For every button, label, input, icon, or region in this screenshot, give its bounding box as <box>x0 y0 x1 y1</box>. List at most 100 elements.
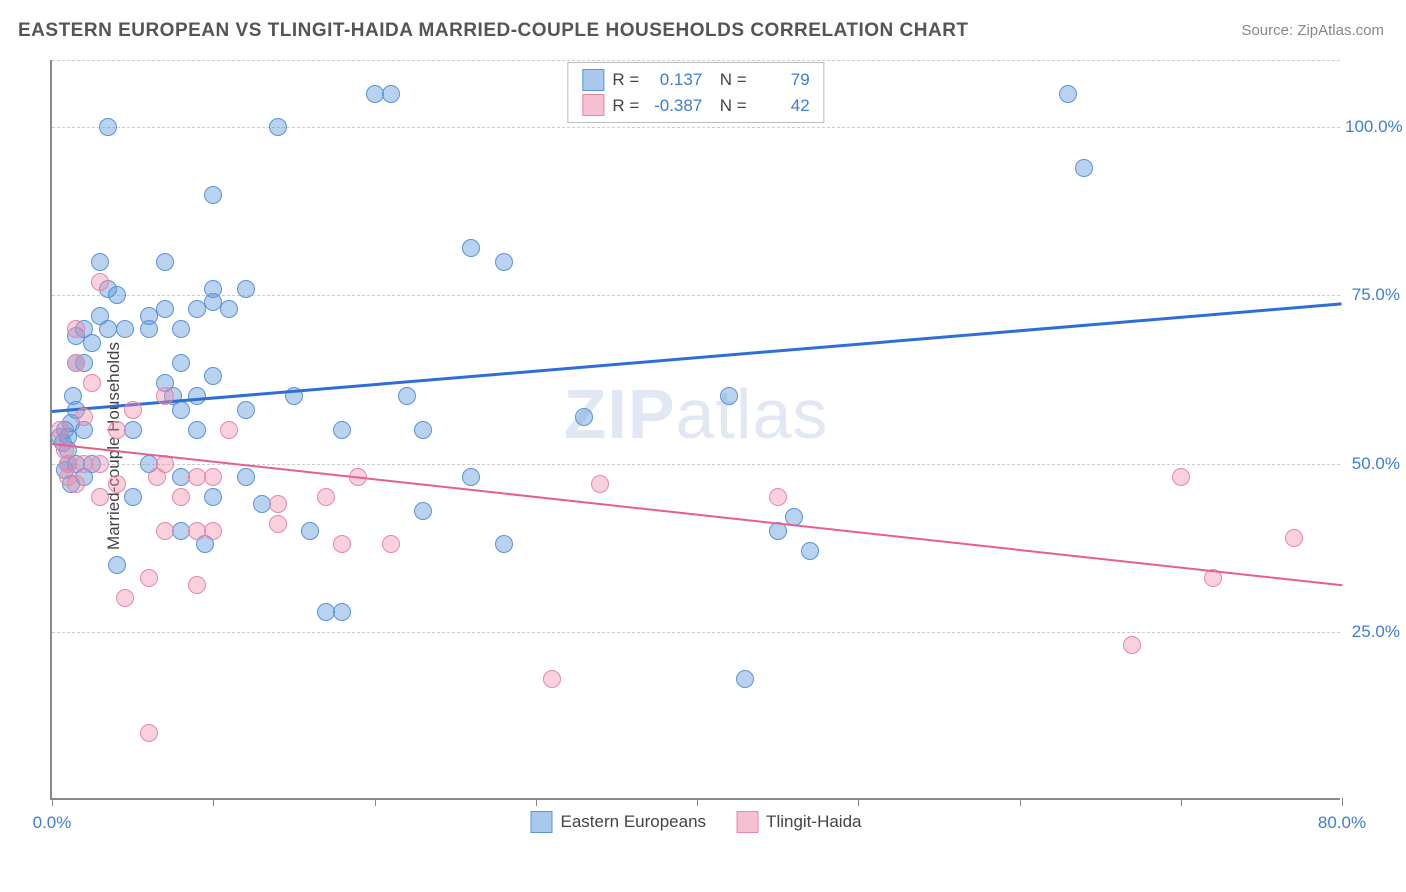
data-point <box>204 488 222 506</box>
x-tick <box>536 798 537 806</box>
data-point <box>204 522 222 540</box>
data-point <box>317 488 335 506</box>
data-point <box>414 421 432 439</box>
data-point <box>108 475 126 493</box>
data-point <box>124 421 142 439</box>
data-point <box>414 502 432 520</box>
trend-line <box>52 302 1342 413</box>
stats-legend-box: R = 0.137 N = 79 R = -0.387 N = 42 <box>567 62 824 123</box>
data-point <box>156 387 174 405</box>
data-point <box>156 300 174 318</box>
trend-line <box>52 443 1342 586</box>
data-point <box>1059 85 1077 103</box>
y-tick-label: 75.0% <box>1345 285 1400 305</box>
data-point <box>99 118 117 136</box>
legend-item-1: Tlingit-Haida <box>736 811 861 833</box>
data-point <box>116 589 134 607</box>
source-attribution: Source: ZipAtlas.com <box>1241 22 1384 39</box>
x-tick <box>697 798 698 806</box>
data-point <box>269 515 287 533</box>
data-point <box>1123 636 1141 654</box>
data-point <box>204 186 222 204</box>
data-point <box>801 542 819 560</box>
legend-swatch-0 <box>531 811 553 833</box>
legend-item-0: Eastern Europeans <box>531 811 707 833</box>
swatch-series-1 <box>582 94 604 116</box>
data-point <box>269 495 287 513</box>
data-point <box>83 374 101 392</box>
data-point <box>124 401 142 419</box>
gridline <box>52 127 1340 128</box>
data-point <box>91 488 109 506</box>
data-point <box>188 576 206 594</box>
x-legend: Eastern Europeans Tlingit-Haida <box>531 811 862 833</box>
y-tick-label: 25.0% <box>1345 622 1400 642</box>
stats-row-series-1: R = -0.387 N = 42 <box>582 93 809 119</box>
legend-swatch-1 <box>736 811 758 833</box>
data-point <box>543 670 561 688</box>
data-point <box>333 603 351 621</box>
data-point <box>736 670 754 688</box>
data-point <box>398 387 416 405</box>
stats-row-series-0: R = 0.137 N = 79 <box>582 67 809 93</box>
x-tick <box>1342 798 1343 806</box>
y-tick-label: 50.0% <box>1345 454 1400 474</box>
data-point <box>91 455 109 473</box>
x-tick-label: 0.0% <box>33 813 72 833</box>
x-tick <box>52 798 53 806</box>
data-point <box>269 118 287 136</box>
x-tick <box>213 798 214 806</box>
data-point <box>333 421 351 439</box>
data-point <box>382 535 400 553</box>
data-point <box>237 468 255 486</box>
data-point <box>108 421 126 439</box>
swatch-series-0 <box>582 69 604 91</box>
data-point <box>51 421 69 439</box>
data-point <box>204 468 222 486</box>
data-point <box>67 354 85 372</box>
data-point <box>91 273 109 291</box>
data-point <box>156 253 174 271</box>
data-point <box>172 320 190 338</box>
data-point <box>91 253 109 271</box>
data-point <box>1285 529 1303 547</box>
data-point <box>220 421 238 439</box>
data-point <box>575 408 593 426</box>
data-point <box>301 522 319 540</box>
data-point <box>124 488 142 506</box>
data-point <box>75 408 93 426</box>
data-point <box>108 556 126 574</box>
data-point <box>382 85 400 103</box>
plot-area: ZIPatlas R = 0.137 N = 79 R = -0.387 N =… <box>50 60 1340 800</box>
data-point <box>116 320 134 338</box>
data-point <box>67 475 85 493</box>
gridline <box>52 632 1340 633</box>
x-tick <box>1020 798 1021 806</box>
data-point <box>172 354 190 372</box>
data-point <box>204 367 222 385</box>
gridline <box>52 60 1340 61</box>
x-tick <box>1181 798 1182 806</box>
data-point <box>220 300 238 318</box>
y-tick-label: 100.0% <box>1345 117 1400 137</box>
x-tick-label: 80.0% <box>1318 813 1366 833</box>
data-point <box>67 320 85 338</box>
data-point <box>495 253 513 271</box>
data-point <box>172 401 190 419</box>
data-point <box>237 280 255 298</box>
data-point <box>1075 159 1093 177</box>
chart-container: EASTERN EUROPEAN VS TLINGIT-HAIDA MARRIE… <box>0 0 1406 892</box>
data-point <box>495 535 513 553</box>
data-point <box>720 387 738 405</box>
data-point <box>462 468 480 486</box>
watermark: ZIPatlas <box>564 374 829 454</box>
data-point <box>83 334 101 352</box>
data-point <box>333 535 351 553</box>
data-point <box>140 320 158 338</box>
x-tick <box>375 798 376 806</box>
data-point <box>108 286 126 304</box>
x-tick <box>858 798 859 806</box>
data-point <box>140 724 158 742</box>
data-point <box>172 488 190 506</box>
data-point <box>769 488 787 506</box>
